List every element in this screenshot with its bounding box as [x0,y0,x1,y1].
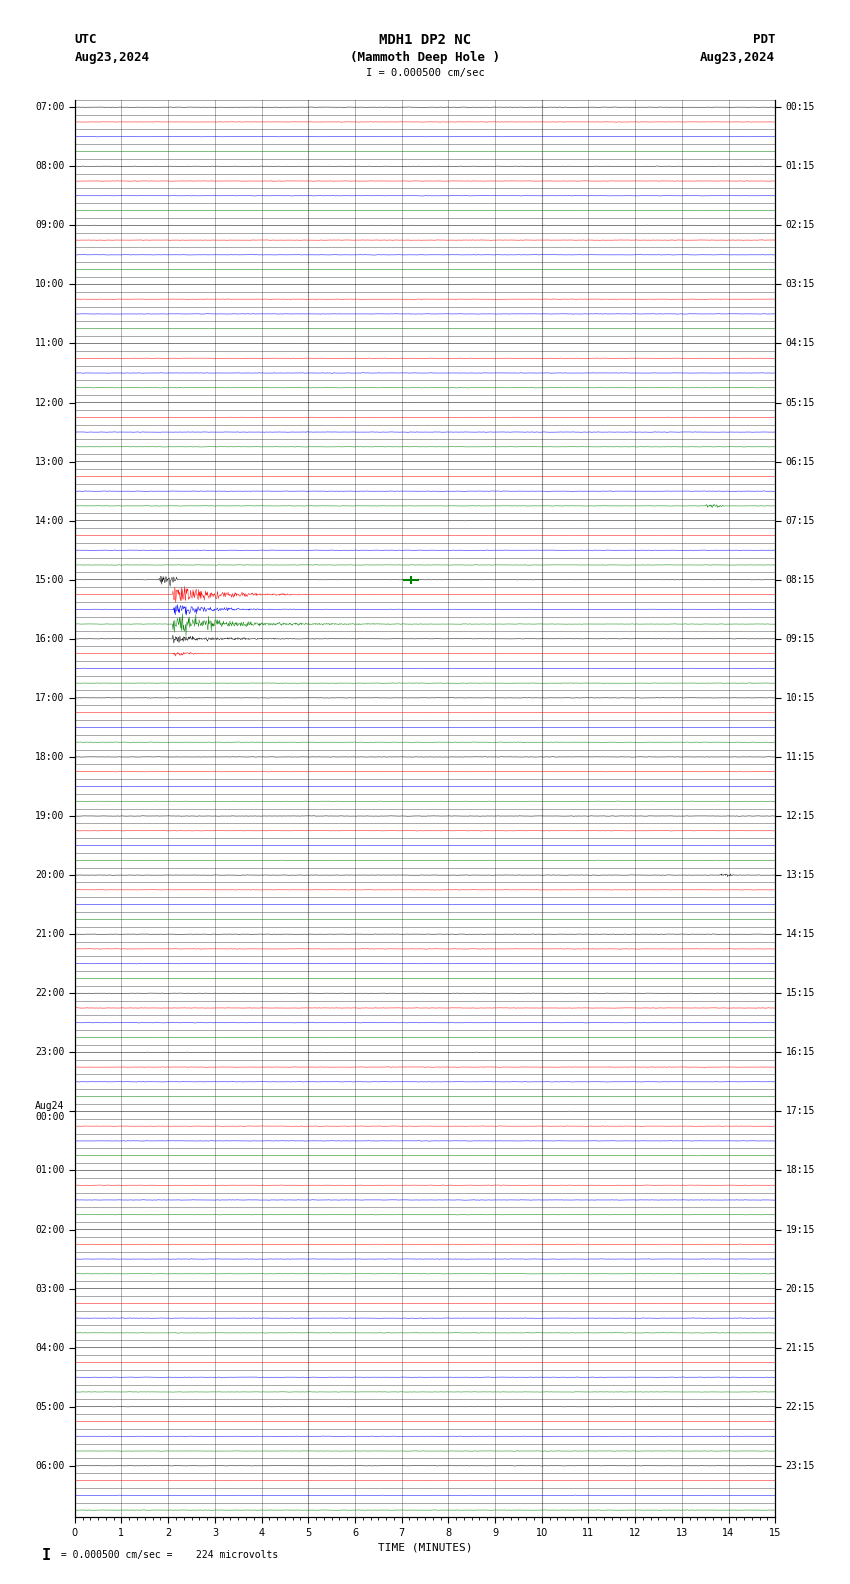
Text: MDH1 DP2 NC: MDH1 DP2 NC [379,33,471,48]
Text: I = 0.000500 cm/sec: I = 0.000500 cm/sec [366,68,484,78]
Text: = 0.000500 cm/sec =    224 microvolts: = 0.000500 cm/sec = 224 microvolts [55,1551,279,1560]
X-axis label: TIME (MINUTES): TIME (MINUTES) [377,1543,473,1552]
Text: PDT: PDT [753,33,775,46]
Text: Aug23,2024: Aug23,2024 [75,51,150,63]
Text: UTC: UTC [75,33,97,46]
Text: Aug23,2024: Aug23,2024 [700,51,775,63]
Text: I: I [42,1548,51,1563]
Text: (Mammoth Deep Hole ): (Mammoth Deep Hole ) [350,51,500,63]
